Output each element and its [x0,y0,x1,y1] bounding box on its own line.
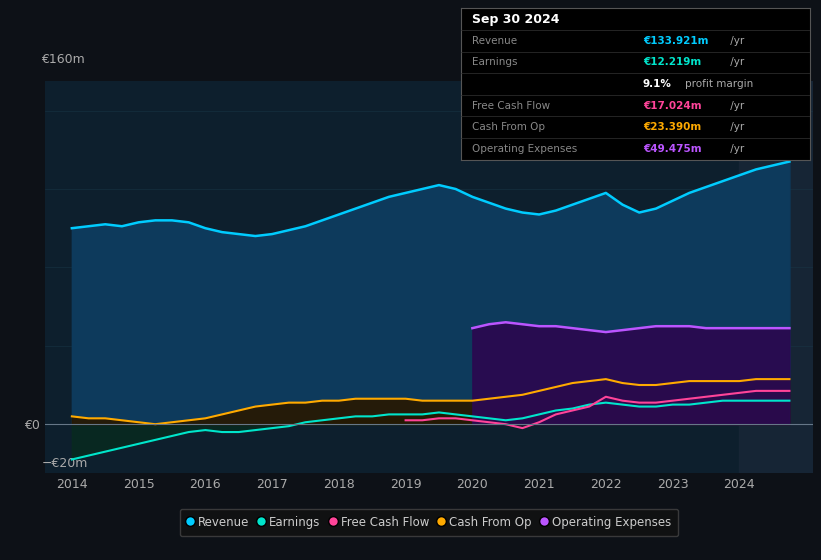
Text: /yr: /yr [727,36,744,46]
Text: Operating Expenses: Operating Expenses [472,144,577,154]
Text: /yr: /yr [727,144,744,154]
Text: Cash From Op: Cash From Op [472,122,545,132]
Text: /yr: /yr [727,101,744,111]
Text: €160m: €160m [41,53,85,66]
Text: 9.1%: 9.1% [643,79,672,89]
Legend: Revenue, Earnings, Free Cash Flow, Cash From Op, Operating Expenses: Revenue, Earnings, Free Cash Flow, Cash … [180,508,678,536]
Text: /yr: /yr [727,58,744,67]
Text: €23.390m: €23.390m [643,122,701,132]
Bar [740,81,821,473]
Text: Free Cash Flow: Free Cash Flow [472,101,550,111]
Text: Revenue: Revenue [472,36,517,46]
Text: /yr: /yr [727,122,744,132]
Text: profit margin: profit margin [685,79,753,89]
Text: €12.219m: €12.219m [643,58,701,67]
Text: Sep 30 2024: Sep 30 2024 [472,13,559,26]
Text: €133.921m: €133.921m [643,36,709,46]
Text: €17.024m: €17.024m [643,101,701,111]
Text: −€20m: −€20m [41,457,88,470]
Text: Earnings: Earnings [472,58,517,67]
Text: €49.475m: €49.475m [643,144,701,154]
